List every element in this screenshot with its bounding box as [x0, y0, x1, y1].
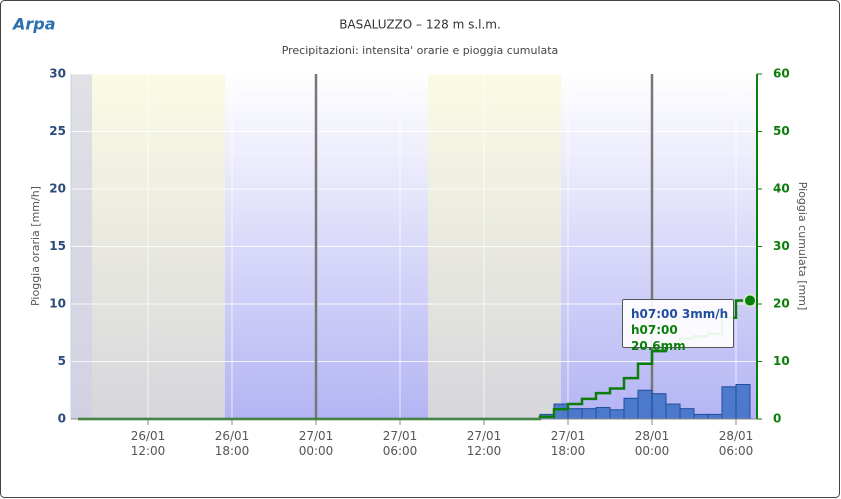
- x-tick-label: 27/01 00:00: [298, 429, 334, 458]
- bar: [707, 413, 723, 420]
- bar: [623, 397, 639, 420]
- bar: [609, 409, 625, 420]
- bar: [595, 407, 611, 420]
- bar: [567, 408, 583, 420]
- marker: [743, 293, 757, 308]
- logo: Arpa: [11, 15, 56, 34]
- bar: [665, 403, 681, 420]
- x-tick-label: 27/01 18:00: [550, 429, 586, 458]
- y-tick-label: 15: [49, 239, 66, 253]
- y-tick-label: 30: [49, 67, 66, 81]
- y2-tick-label: 30: [773, 239, 790, 253]
- y2-tick-label: 60: [773, 67, 790, 81]
- y-tick-label: 5: [58, 354, 66, 368]
- y-tick-label: 0: [58, 412, 66, 426]
- x-tick-label: 26/01 12:00: [130, 429, 166, 458]
- bar: [651, 393, 667, 420]
- x-tick-label: 27/01 12:00: [466, 429, 502, 458]
- bar: [679, 408, 695, 420]
- y-axis-title: Pioggia oraria [mm/h]: [29, 186, 42, 306]
- bar: [581, 408, 597, 420]
- bar: [637, 389, 653, 420]
- y2-tick-label: 50: [773, 124, 790, 138]
- y2-tick-label: 10: [773, 354, 790, 368]
- y-tick-label: 25: [49, 124, 66, 138]
- bar: [693, 413, 709, 420]
- x-tick-label: 26/01 18:00: [214, 429, 250, 458]
- chart-subtitle: Precipitazioni: intensita' orarie e piog…: [282, 44, 559, 57]
- y-tick-label: 10: [49, 297, 66, 311]
- tooltip-line: h07:00 3mm/h: [631, 307, 729, 321]
- bar: [721, 386, 737, 420]
- x-tick-label: 28/01 00:00: [634, 429, 670, 458]
- x-tick-label: 28/01 06:00: [718, 429, 754, 458]
- x-tick-label: 27/01 06:00: [382, 429, 418, 458]
- tooltip: h07:00 3mm/h h07:00 20.6mm: [622, 299, 734, 353]
- bar: [553, 403, 569, 420]
- y-tick-label: 20: [49, 182, 66, 196]
- y2-tick-label: 0: [773, 412, 781, 426]
- y2-tick-label: 20: [773, 297, 790, 311]
- bar: [735, 384, 751, 420]
- y2-axis-title: Pioggia cumulata [mm]: [796, 182, 809, 311]
- y2-tick-label: 40: [773, 182, 790, 196]
- tooltip-line: h07:00 20.6mm: [631, 323, 686, 353]
- chart-title: BASALUZZO – 128 m s.l.m.: [339, 18, 501, 32]
